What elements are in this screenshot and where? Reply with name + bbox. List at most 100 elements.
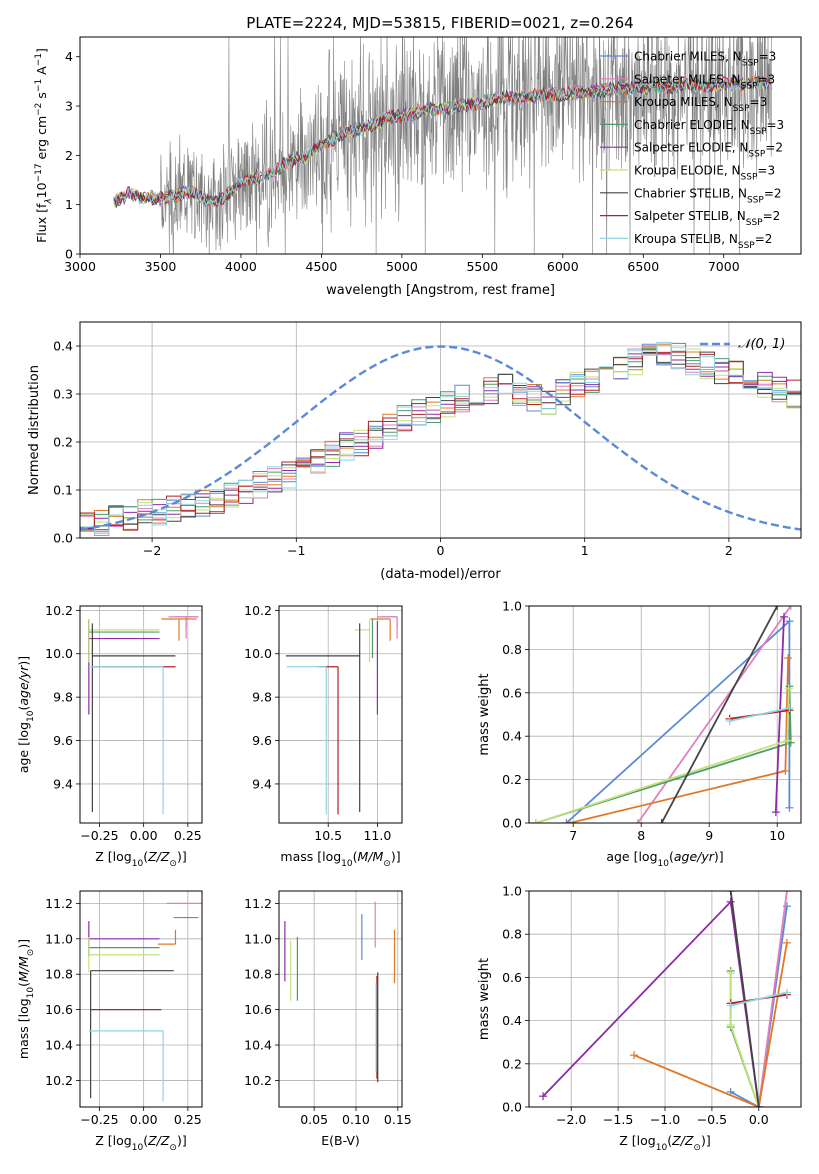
x-tick-label: 11.0	[363, 828, 391, 843]
x-axis-label: E(B-V)	[321, 1133, 360, 1148]
y-tick-label: 10.2	[45, 603, 73, 618]
weight-series-kroupa-stelib	[726, 988, 791, 1010]
errorbar-kroupa-elodie	[88, 937, 160, 973]
age-vs-z-labels: Z [log10(Z/Z⊙)] age [log10(age/yr)]	[16, 656, 187, 869]
age-vs-mass-labels: mass [log10(M/M⊙)]	[280, 849, 400, 869]
errorbar-chabrier-stelib	[90, 970, 174, 1099]
y-tick-label: 0.4	[53, 339, 73, 354]
residual-histogram-kroupa-stelib	[80, 341, 801, 535]
y-tick-label: 0.8	[502, 642, 522, 657]
weight-series-kroupa-elodie	[531, 684, 793, 823]
legend-entry-kroupa-miles: Kroupa MILES, NSSP=3	[634, 95, 767, 114]
y-axis-label: mass weight	[477, 673, 492, 755]
x-axis-label: (data-model)/error	[380, 567, 501, 582]
x-tick-label: 1	[581, 543, 589, 558]
x-axis-label: mass [log10(M/M⊙)]	[280, 849, 400, 869]
x-tick-label: 4000	[225, 259, 257, 274]
errorbar-kroupa-stelib	[88, 1030, 164, 1102]
normal-curve	[80, 345, 801, 531]
x-axis-label: Z [log10(Z/Z⊙)]	[619, 1133, 710, 1153]
y-tick-label: 9.6	[53, 733, 73, 748]
axes-frame	[79, 605, 203, 824]
model-spectrum-kroupa-stelib	[113, 76, 773, 209]
x-tick-label: 3500	[145, 259, 177, 274]
axes-frame	[278, 890, 403, 1108]
y-tick-label: 10.6	[45, 1002, 73, 1017]
y-tick-label: 10.8	[244, 967, 272, 982]
y-tick-label: 1.0	[502, 599, 522, 614]
weight-series-chabrier-miles	[562, 617, 794, 823]
y-axis-label: Normed distribution	[27, 365, 42, 495]
y-tick-label: 0.8	[502, 927, 522, 942]
legend-entry-normal: 𝒩(0, 1)	[738, 337, 785, 352]
x-tick-label: 5000	[386, 259, 418, 274]
legend-entry-kroupa-elodie: Kroupa ELODIE, NSSP=3	[634, 164, 775, 183]
y-tick-label: 9.8	[252, 690, 272, 705]
y-tick-label: 11.2	[45, 896, 73, 911]
y-tick-label: 10.4	[244, 1038, 272, 1053]
x-tick-label: 4500	[306, 259, 338, 274]
errorbar-kroupa-stelib	[88, 666, 164, 815]
x-tick-label: −1.0	[650, 1112, 680, 1127]
axes-frame	[79, 890, 203, 1108]
legend-entry-chabrier-miles: Chabrier MILES, NSSP=3	[634, 50, 776, 69]
y-tick-label: 10.4	[45, 1038, 73, 1053]
errorbar-kroupa-miles	[157, 929, 177, 945]
x-tick-label: 3000	[64, 259, 96, 274]
axes-frame	[79, 36, 802, 255]
weight-series-salpeter-miles	[633, 606, 795, 823]
x-tick-label: 8	[637, 828, 645, 843]
legend-entry-salpeter-miles: Salpeter MILES, NSSP=3	[634, 72, 775, 91]
errorbar-kroupa-stelib	[286, 666, 327, 815]
x-tick-label: 0.25	[174, 828, 202, 843]
x-tick-label: 0	[437, 543, 445, 558]
weight-series-salpeter-elodie	[771, 612, 788, 817]
x-tick-label: −2	[143, 543, 161, 558]
x-tick-label: 9	[705, 828, 713, 843]
x-tick-label: 10.5	[314, 828, 342, 843]
x-axis-label: Z [log10(Z/Z⊙)]	[95, 849, 186, 869]
x-tick-label: 5500	[466, 259, 498, 274]
weight-vs-age-labels: age [log10(age/yr)]	[606, 849, 723, 869]
y-tick-label: 0.6	[502, 970, 522, 985]
y-tick-label: 0.2	[502, 772, 522, 787]
x-tick-label: 0.10	[342, 1112, 370, 1127]
x-tick-label: −1	[287, 543, 305, 558]
x-tick-label: −0.5	[697, 1112, 727, 1127]
legend-entry-chabrier-elodie: Chabrier ELODIE, NSSP=3	[634, 118, 784, 137]
y-tick-label: 9.4	[53, 776, 73, 791]
age_vs_Z-axes: −0.25 0.00 0.25 9.4 9.6 9.8 10.0 10.2	[45, 603, 202, 843]
observed-spectrum	[113, 37, 772, 254]
x-tick-label: 0.00	[130, 1112, 158, 1127]
axes-frame	[528, 890, 802, 1108]
y-tick-label: 3	[65, 99, 73, 114]
y-tick-label: 0.4	[502, 729, 522, 744]
errorbar-salpeter-miles	[168, 616, 199, 639]
y-tick-label: 1	[65, 197, 73, 212]
x-tick-label: 0.05	[300, 1112, 328, 1127]
y-tick-label: 11.0	[45, 931, 73, 946]
errorbar-kroupa-miles	[161, 618, 197, 641]
y-tick-label: 10.2	[244, 1073, 272, 1088]
y-tick-label: 11.0	[244, 931, 272, 946]
legend-entry-salpeter-elodie: Salpeter ELODIE, NSSP=2	[634, 141, 783, 160]
weight-series-chabrier-stelib	[726, 891, 763, 1107]
y-tick-label: 0.3	[53, 387, 73, 402]
y-tick-label: 0.4	[502, 1013, 522, 1028]
y-tick-label: 10.2	[45, 1073, 73, 1088]
x-tick-label: −2.0	[556, 1112, 586, 1127]
x-axis-label: age [log10(age/yr)]	[606, 849, 723, 869]
x-tick-label: 7	[569, 828, 577, 843]
y-tick-label: 10.0	[244, 646, 272, 661]
weight-series-chabrier-stelib	[657, 606, 782, 823]
weight-series-kroupa-miles	[565, 654, 793, 823]
y-tick-label: 9.6	[252, 733, 272, 748]
y-tick-label: 0.6	[502, 685, 522, 700]
figure-title: PLATE=2224, MJD=53815, FIBERID=0021, z=0…	[246, 14, 633, 32]
x-tick-label: 0.25	[174, 1112, 202, 1127]
x-tick-label: −0.25	[80, 828, 118, 843]
weight-series-kroupa-stelib	[725, 703, 794, 726]
x-tick-label: 0.0	[749, 1112, 769, 1127]
residual-histogram-chabrier-stelib	[80, 351, 801, 529]
